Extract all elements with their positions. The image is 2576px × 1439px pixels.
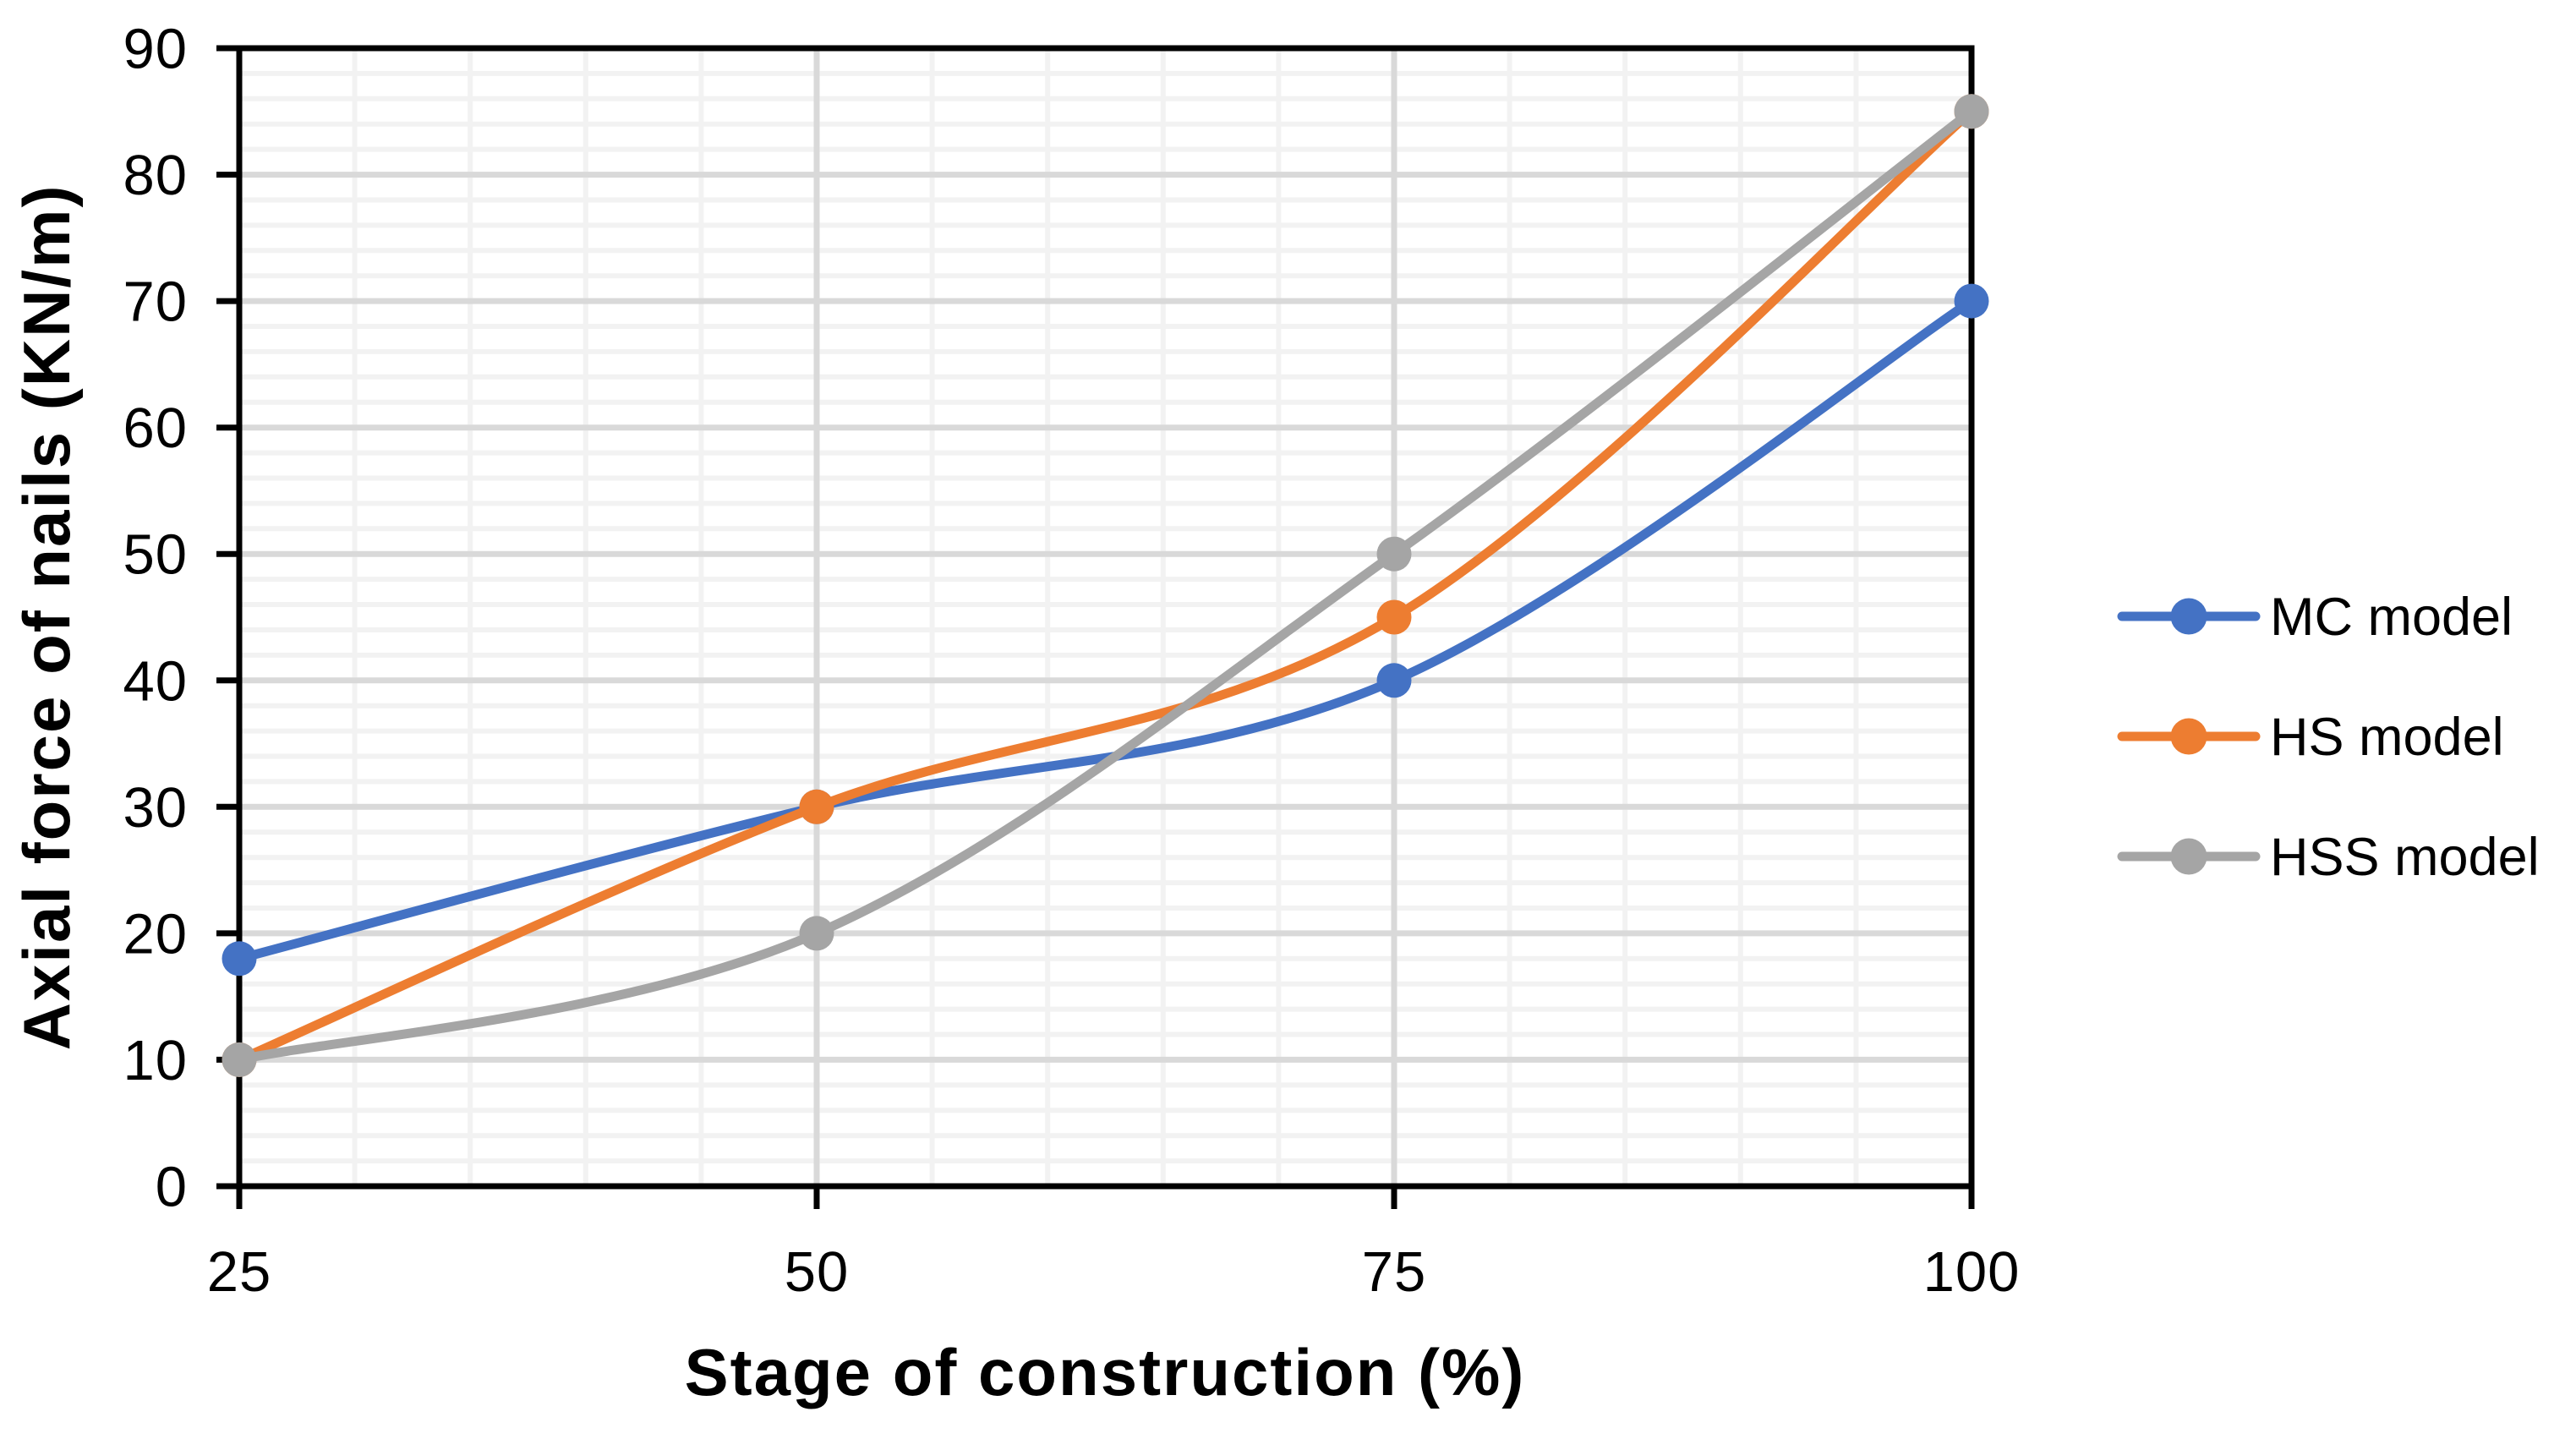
data-point-hs-model-50	[799, 789, 834, 824]
x-tick-label-50: 50	[785, 1240, 850, 1304]
legend-label-mc-model: MC model	[2270, 588, 2513, 647]
y-tick-label-20: 20	[123, 902, 188, 966]
series-line-mc-model	[234, 296, 1977, 964]
y-tick-label-30: 30	[123, 776, 188, 840]
series-line-hs-model	[234, 107, 1977, 1064]
data-point-mc-model-100	[1954, 283, 1989, 319]
x-tick-label-25: 25	[207, 1240, 272, 1304]
series-line-hss-model	[234, 107, 1977, 1064]
legend-marker-hss-model	[2170, 838, 2207, 875]
x-tick-label-75: 75	[1362, 1240, 1427, 1304]
legend-item-hs-model: HS model	[2117, 708, 2504, 767]
y-tick-label-90: 90	[123, 17, 188, 80]
data-point-hss-model-100	[1954, 94, 1989, 129]
data-series	[222, 94, 1989, 1077]
y-tick-label-60: 60	[123, 397, 188, 460]
data-point-mc-model-25	[222, 941, 257, 977]
legend: MC model HS model HSS model	[2117, 588, 2540, 887]
legend-item-hss-model: HSS model	[2117, 828, 2540, 887]
y-tick-label-80: 80	[123, 144, 188, 207]
plot-area-border	[236, 45, 1975, 1190]
data-point-hss-model-25	[222, 1042, 257, 1077]
series-hss-model	[222, 94, 1989, 1077]
y-tick-label-0: 0	[156, 1155, 188, 1218]
legend-marker-hs-model	[2170, 718, 2207, 755]
data-point-hss-model-75	[1376, 536, 1412, 572]
y-tick-label-40: 40	[123, 649, 188, 713]
legend-item-mc-model: MC model	[2117, 588, 2513, 647]
data-point-hss-model-50	[799, 916, 834, 951]
legend-marker-mc-model	[2170, 598, 2207, 635]
x-tick-label-100: 100	[1923, 1240, 2021, 1304]
tick-labels: 0 10 20 30 40 50 60 70 80 90 25 50 75 100	[123, 17, 2021, 1304]
series-hs-model	[222, 94, 1989, 1077]
legend-label-hss-model: HSS model	[2270, 828, 2540, 887]
data-point-mc-model-75	[1376, 663, 1412, 698]
legend-label-hs-model: HS model	[2270, 708, 2504, 767]
plot-border	[236, 45, 1975, 1190]
y-tick-label-70: 70	[123, 271, 188, 334]
y-tick-label-50: 50	[123, 523, 188, 587]
y-tick-label-10: 10	[123, 1029, 188, 1092]
x-axis-title: Stage of construction (%)	[685, 1335, 1526, 1409]
y-axis-title: Axial force of nails (KN/m)	[9, 184, 84, 1051]
data-point-hs-model-75	[1376, 599, 1412, 635]
